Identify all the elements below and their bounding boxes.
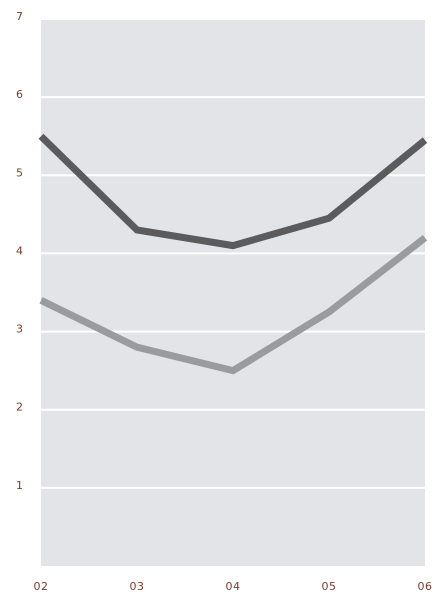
data-line: [39, 235, 428, 375]
x-tick-label: 06: [418, 580, 433, 593]
plot-background: [41, 19, 425, 566]
y-tick-label: 7: [16, 10, 24, 23]
y-tick-label: 1: [16, 479, 24, 492]
y-tick-label: 5: [16, 166, 24, 179]
x-tick-label: 03: [130, 580, 145, 593]
x-tick-label: 04: [226, 580, 241, 593]
x-tick-label: 02: [34, 580, 49, 593]
data-line: [38, 133, 428, 250]
y-tick-label: 6: [16, 88, 24, 101]
x-tick-label: 05: [322, 580, 337, 593]
y-tick-label: 4: [16, 244, 24, 257]
y-tick-label: 3: [16, 323, 24, 336]
y-tick-label: 2: [16, 401, 24, 414]
